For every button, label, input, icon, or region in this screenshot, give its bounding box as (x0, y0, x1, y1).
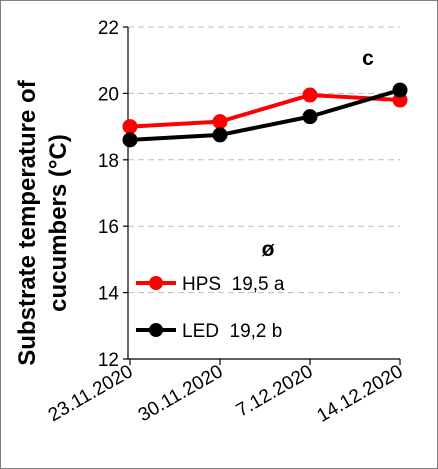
series-line-led (129, 88, 401, 142)
x-tick-label: 30.11.2020 (135, 361, 227, 426)
legend-item-hps: HPS 19,5 a (136, 274, 285, 295)
average-symbol: ø (262, 238, 275, 261)
legend-label-hps: HPS 19,5 a (182, 274, 285, 295)
series-line-hps (129, 93, 401, 129)
y-tick-label: 16 (98, 217, 119, 238)
y-tick-label: 20 (98, 84, 119, 105)
legend-marker-hps (149, 276, 163, 290)
data-point-led (392, 82, 408, 98)
legend: HPS 19,5 a LED 19,2 b (136, 274, 285, 342)
gridlines (123, 26, 400, 360)
x-tick-label: 7.12.2020 (233, 361, 317, 421)
y-tick-label: 18 (98, 151, 119, 172)
legend-label-led: LED 19,2 b (182, 321, 282, 342)
y-axis-label-line-2: cucumbers (°C) (45, 134, 72, 312)
x-tick-label: 14.12.2020 (314, 361, 407, 427)
legend-marker-led (149, 323, 163, 337)
data-point-hps (212, 114, 228, 130)
data-point-hps (302, 87, 318, 103)
y-tick-label: 14 (98, 284, 120, 305)
y-tick-label: 12 (98, 350, 119, 371)
x-tick-label: 23.11.2020 (45, 361, 137, 426)
y-tick-label: 22 (98, 18, 119, 39)
legend-item-led: LED 19,2 b (136, 321, 282, 342)
panel-label: c (362, 47, 374, 70)
data-point-hps (122, 119, 138, 135)
data-point-led (122, 132, 138, 148)
data-point-led (212, 127, 228, 143)
axes (127, 27, 400, 360)
y-tick-labels: 12 14 16 18 20 22 (98, 18, 120, 371)
y-axis-label-line-1: Substrate temperature of (14, 79, 41, 365)
series-group (122, 82, 408, 148)
data-point-led (302, 109, 318, 125)
